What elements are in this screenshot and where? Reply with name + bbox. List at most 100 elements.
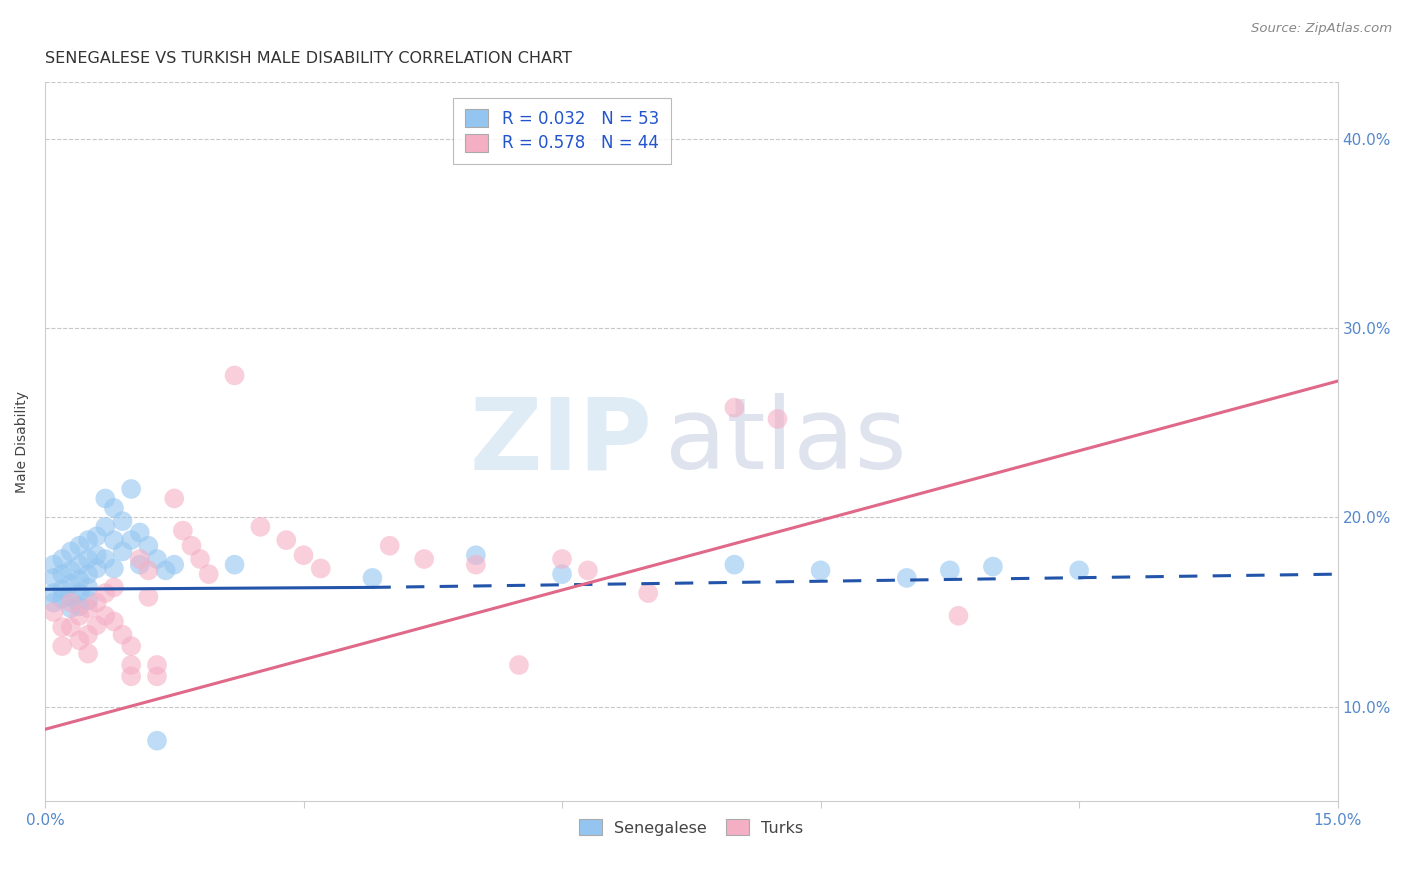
Point [551, 552, 574, 566]
Point [224, 368, 246, 383]
Text: ZIP: ZIP [470, 393, 652, 491]
Point [723, 558, 745, 572]
Text: atlas: atlas [665, 393, 907, 491]
Point [42, 586, 65, 600]
Point [138, 563, 160, 577]
Point [464, 548, 486, 562]
Point [86, 529, 108, 543]
Point [42, 605, 65, 619]
Point [77, 647, 100, 661]
Point [128, 525, 150, 540]
Point [111, 628, 134, 642]
Point [69, 633, 91, 648]
Point [51, 639, 73, 653]
Point [59, 544, 82, 558]
Point [138, 590, 160, 604]
Point [378, 539, 401, 553]
Point [120, 669, 142, 683]
Text: SENEGALESE VS TURKISH MALE DISABILITY CORRELATION CHART: SENEGALESE VS TURKISH MALE DISABILITY CO… [45, 51, 572, 66]
Point [120, 639, 142, 653]
Point [51, 591, 73, 606]
Legend: Senegalese, Turks: Senegalese, Turks [571, 811, 811, 844]
Point [111, 514, 134, 528]
Point [146, 552, 169, 566]
Point [59, 595, 82, 609]
Point [42, 558, 65, 572]
Point [111, 544, 134, 558]
Point [86, 561, 108, 575]
Point [86, 595, 108, 609]
Point [120, 533, 142, 547]
Point [292, 548, 315, 562]
Point [42, 595, 65, 609]
Point [896, 571, 918, 585]
Point [508, 657, 530, 672]
Point [42, 571, 65, 585]
Point [103, 533, 125, 547]
Point [59, 620, 82, 634]
Point [309, 561, 332, 575]
Point [163, 558, 186, 572]
Point [637, 586, 659, 600]
Point [59, 590, 82, 604]
Point [197, 567, 219, 582]
Point [94, 552, 117, 566]
Point [464, 558, 486, 572]
Point [276, 533, 298, 547]
Point [128, 552, 150, 566]
Point [103, 615, 125, 629]
Point [361, 571, 384, 585]
Point [51, 582, 73, 597]
Point [766, 412, 789, 426]
Point [103, 581, 125, 595]
Point [94, 491, 117, 506]
Point [69, 573, 91, 587]
Point [59, 563, 82, 577]
Point [77, 552, 100, 566]
Point [155, 563, 177, 577]
Point [94, 608, 117, 623]
Point [180, 539, 202, 553]
Point [939, 563, 962, 577]
Point [51, 552, 73, 566]
Point [77, 601, 100, 615]
Point [69, 599, 91, 614]
Point [103, 561, 125, 575]
Text: Source: ZipAtlas.com: Source: ZipAtlas.com [1251, 22, 1392, 36]
Point [188, 552, 211, 566]
Point [94, 586, 117, 600]
Point [120, 657, 142, 672]
Point [86, 548, 108, 562]
Point [146, 733, 169, 747]
Point [77, 593, 100, 607]
Point [128, 558, 150, 572]
Point [51, 620, 73, 634]
Point [77, 567, 100, 582]
Point [138, 539, 160, 553]
Point [172, 524, 194, 538]
Point [59, 576, 82, 591]
Point [69, 539, 91, 553]
Point [576, 563, 599, 577]
Point [948, 608, 970, 623]
Point [94, 520, 117, 534]
Point [103, 500, 125, 515]
Point [413, 552, 436, 566]
Point [1069, 563, 1091, 577]
Point [69, 558, 91, 572]
Point [69, 608, 91, 623]
Point [69, 586, 91, 600]
Point [59, 601, 82, 615]
Point [551, 567, 574, 582]
Point [77, 533, 100, 547]
Point [249, 520, 271, 534]
Point [77, 628, 100, 642]
Point [77, 581, 100, 595]
Point [120, 482, 142, 496]
Point [224, 558, 246, 572]
Point [86, 618, 108, 632]
Point [146, 657, 169, 672]
Point [146, 669, 169, 683]
Point [51, 567, 73, 582]
Y-axis label: Male Disability: Male Disability [15, 391, 30, 492]
